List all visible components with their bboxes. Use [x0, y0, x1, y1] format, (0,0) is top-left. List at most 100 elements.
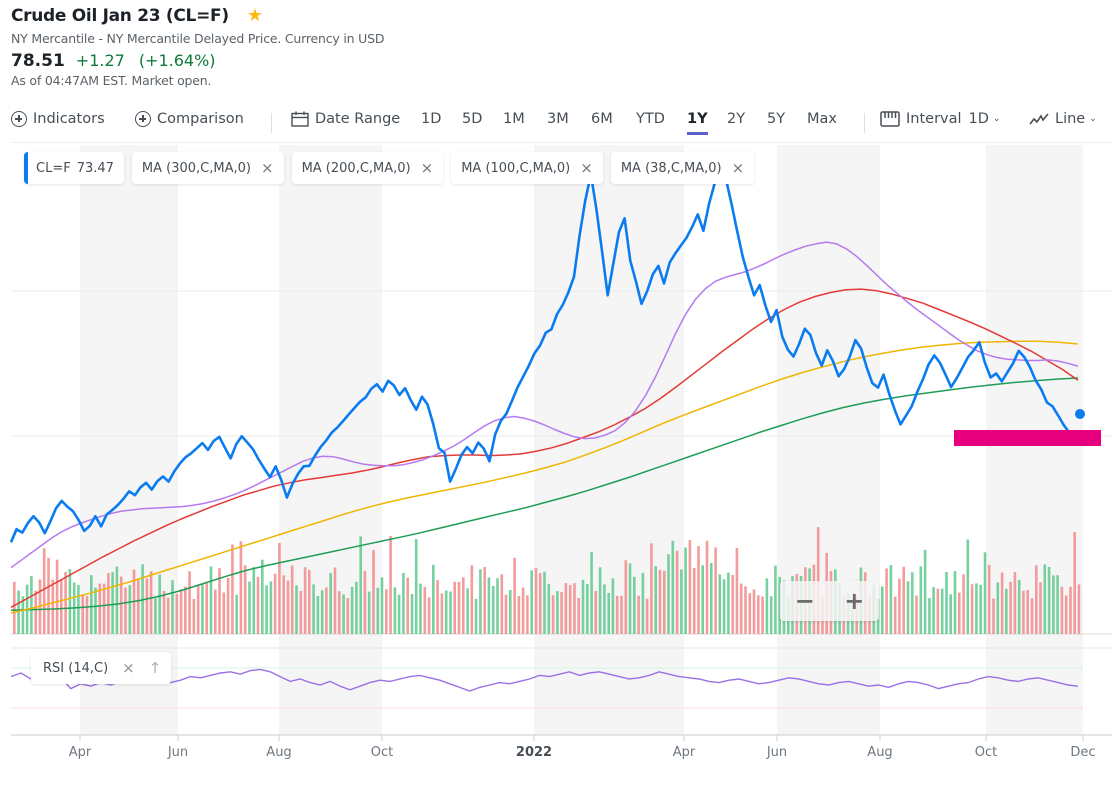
volume-bar [64, 572, 67, 634]
range-max[interactable]: Max [807, 111, 837, 127]
range-5y[interactable]: 5Y [767, 111, 786, 127]
volume-bar [269, 581, 273, 634]
volume-bar [491, 586, 495, 634]
volume-bar [265, 585, 268, 634]
volume-bar [556, 591, 559, 634]
legend-ma38-label: MA (38,C,MA,0) [620, 160, 722, 176]
chart-toolbar: Indicators Comparison Date Range 1D 5D 1… [0, 104, 1112, 143]
volume-bar [231, 544, 234, 634]
volume-bar [568, 585, 572, 634]
volume-bar [547, 583, 551, 634]
price-change: +1.27 [75, 51, 125, 70]
volume-bar [380, 577, 384, 634]
close-icon[interactable]: × [420, 159, 434, 177]
volume-bar [526, 595, 529, 634]
volume-bar [479, 569, 482, 634]
x-tick-label: Oct [370, 745, 394, 760]
volume-bar [192, 599, 196, 634]
volume-bar [701, 565, 704, 634]
chart-type-dropdown[interactable]: Line ⌄ [1029, 111, 1097, 127]
range-1d[interactable]: 1D [421, 111, 442, 127]
volume-bar [979, 584, 982, 634]
volume-bar [320, 590, 324, 634]
volume-bar [735, 548, 739, 634]
legend-ma100-chip[interactable]: MA (100,C,MA,0) × [451, 152, 603, 184]
range-3m[interactable]: 3M [547, 111, 569, 127]
volume-bar [248, 581, 251, 634]
volume-bar [239, 541, 243, 634]
volume-bar [633, 576, 636, 634]
ma38-line [10, 241, 1079, 569]
volume-bar [500, 574, 504, 634]
star-icon[interactable]: ★ [246, 5, 263, 26]
volume-bar [81, 594, 84, 634]
volume-bar [329, 573, 332, 634]
x-tick-label: Aug [266, 745, 292, 760]
legend-ma200-chip[interactable]: MA (200,C,MA,0) × [291, 152, 444, 184]
volume-bar [273, 573, 277, 634]
highlight-marker [954, 430, 1101, 446]
volume-bar [761, 596, 764, 634]
close-icon[interactable]: × [260, 159, 274, 177]
range-6m[interactable]: 6M [591, 111, 613, 127]
volume-bar [363, 570, 367, 634]
volume-bar [898, 578, 901, 634]
volume-bar [308, 569, 311, 634]
volume-bar [727, 572, 730, 634]
line-chart-icon [1029, 113, 1049, 125]
range-2y[interactable]: 2Y [727, 111, 746, 127]
arrow-up-icon[interactable]: ↑ [148, 659, 162, 677]
close-icon[interactable]: × [122, 659, 135, 677]
volume-bar [184, 586, 187, 634]
volume-bar [641, 572, 645, 634]
volume-bar [188, 571, 191, 634]
volume-bar [517, 596, 521, 634]
range-ytd[interactable]: YTD [636, 111, 665, 127]
interval-dropdown[interactable]: Interval 1D ⌄ [880, 111, 1000, 127]
close-icon[interactable]: × [731, 159, 745, 177]
volume-bar [1047, 567, 1051, 634]
volume-bar [667, 554, 670, 634]
zoom-in-button[interactable]: + [844, 587, 865, 615]
volume-bar [975, 583, 978, 634]
volume-bar [765, 578, 769, 634]
volume-bar [111, 572, 114, 634]
range-1m[interactable]: 1M [503, 111, 525, 127]
range-5d[interactable]: 5D [462, 111, 483, 127]
legend-ma300-chip[interactable]: MA (300,C,MA,0) × [131, 152, 284, 184]
volume-bar [466, 588, 469, 634]
range-1y[interactable]: 1Y [687, 111, 708, 135]
volume-bar [680, 569, 683, 634]
comparison-button[interactable]: Comparison [135, 111, 244, 127]
volume-bar [385, 589, 388, 634]
quote-header: Crude Oil Jan 23 (CL=F) ★ NY Mercantile … [11, 6, 384, 88]
legend-ma38-chip[interactable]: MA (38,C,MA,0) × [610, 152, 755, 184]
volume-bar [628, 563, 632, 634]
volume-bar [983, 552, 987, 634]
indicators-button[interactable]: Indicators [11, 111, 105, 127]
volume-bar [342, 594, 345, 634]
date-range-label: Date Range [315, 111, 401, 127]
volume-bar [684, 547, 687, 634]
price-line [9, 163, 1077, 543]
close-icon[interactable]: × [580, 159, 593, 177]
volume-bar [350, 586, 354, 634]
volume-bar [355, 581, 358, 634]
zoom-out-button[interactable]: − [794, 587, 815, 615]
volume-bar [406, 577, 409, 634]
volume-bar [615, 595, 619, 634]
legend-ma100-label: MA (100,C,MA,0) [461, 160, 571, 176]
indicators-label: Indicators [33, 111, 105, 127]
volume-bar [688, 540, 692, 634]
volume-bar [55, 559, 59, 634]
volume-bar [714, 547, 717, 634]
volume-bar [650, 543, 653, 634]
x-tick-label: Oct [974, 745, 998, 760]
volume-bar [98, 583, 102, 634]
date-range-button[interactable]: Date Range [291, 111, 400, 127]
volume-bar [1069, 586, 1072, 634]
volume-bar [51, 579, 55, 634]
volume-bar [949, 594, 952, 634]
volume-bar [958, 592, 961, 634]
volume-bar [30, 576, 33, 634]
